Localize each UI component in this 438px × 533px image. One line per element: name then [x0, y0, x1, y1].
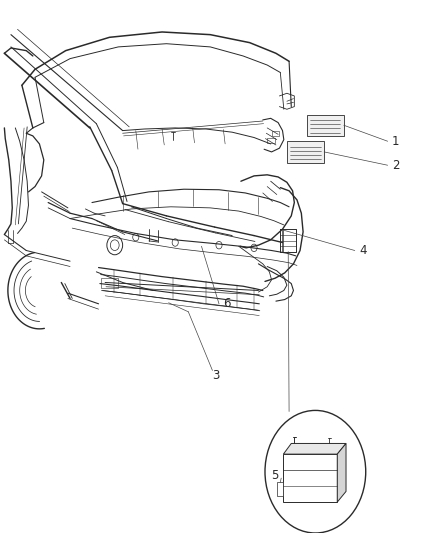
Text: 2: 2	[392, 159, 399, 172]
Polygon shape	[283, 443, 346, 454]
Bar	[277, 482, 283, 496]
Text: 3: 3	[212, 369, 220, 382]
Bar	[307, 115, 344, 136]
Text: 4: 4	[359, 244, 367, 257]
Text: 5: 5	[271, 469, 278, 482]
Text: 6: 6	[223, 297, 231, 310]
Bar	[101, 278, 118, 288]
Polygon shape	[337, 443, 346, 502]
Bar	[287, 141, 324, 163]
Text: 1: 1	[392, 135, 399, 148]
Bar	[267, 138, 275, 143]
Bar	[283, 454, 337, 502]
Bar	[272, 131, 279, 136]
